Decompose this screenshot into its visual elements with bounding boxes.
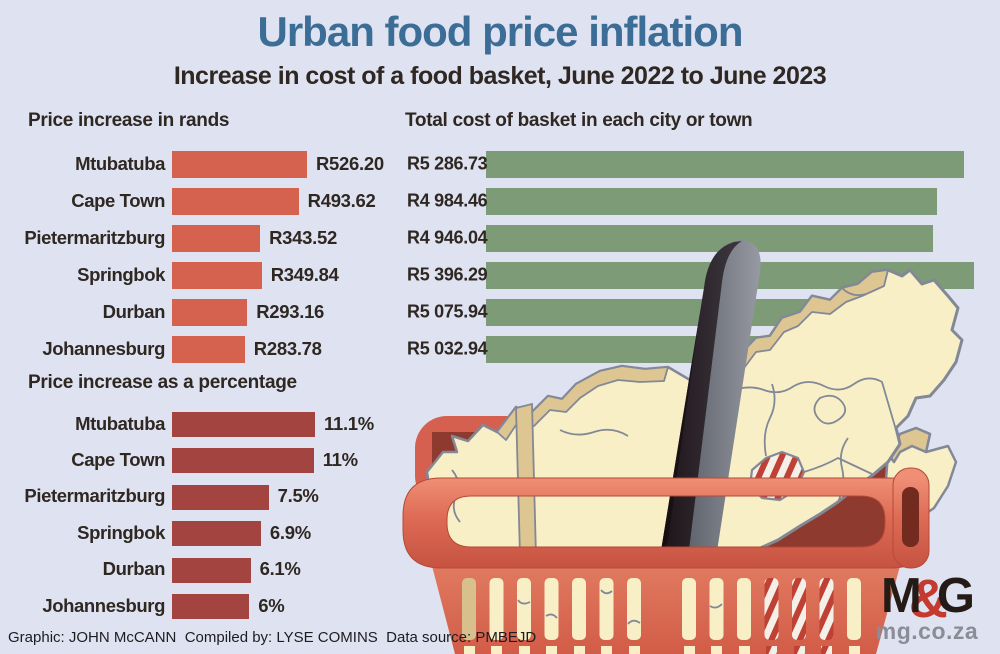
logo-letter-m: M bbox=[881, 568, 922, 623]
value-label: R343.52 bbox=[269, 226, 337, 248]
chart-row: R5 075.94 bbox=[405, 299, 1000, 326]
value-label: 6.9% bbox=[269, 521, 311, 543]
footer-credits: Graphic: JOHN McCANN Compiled by: LYSE C… bbox=[8, 629, 537, 646]
category-label: Durban bbox=[102, 558, 166, 580]
lesotho-striped-region bbox=[748, 450, 806, 502]
chart-row: Durban R293.16 bbox=[18, 299, 438, 326]
bar bbox=[172, 188, 299, 215]
chart-row: Mtubatuba R526.20 bbox=[18, 151, 438, 178]
south-africa-map-fragment-left bbox=[421, 364, 704, 558]
value-label: R283.78 bbox=[253, 337, 322, 359]
mg-logo: M & G mg.co.za bbox=[864, 568, 990, 645]
bar bbox=[172, 299, 248, 326]
value-label: R4 984.46 bbox=[407, 190, 488, 211]
value-label: R5 286.73 bbox=[407, 153, 488, 174]
bar bbox=[172, 484, 269, 510]
value-label: R526.20 bbox=[316, 152, 384, 174]
chart-row: Durban 6.1% bbox=[18, 557, 438, 583]
bar bbox=[172, 412, 315, 437]
mg-wordmark: M & G bbox=[864, 568, 990, 626]
chart-row: R4 984.46 bbox=[405, 188, 1000, 215]
basket-back-rim bbox=[415, 416, 703, 508]
category-label: Cape Town bbox=[71, 449, 165, 471]
basket-front-rim bbox=[402, 477, 930, 569]
chart-row: Pietermaritzburg R343.52 bbox=[18, 225, 438, 252]
bar bbox=[486, 225, 934, 252]
value-label: 11% bbox=[322, 449, 358, 471]
category-label: Mtubatuba bbox=[75, 152, 165, 174]
chart-row: Mtubatuba 11.1% bbox=[18, 412, 438, 437]
value-label: 6% bbox=[258, 594, 285, 616]
chart-row: R5 032.94 bbox=[405, 336, 1000, 363]
chart-row: R5 286.73 bbox=[405, 151, 1000, 178]
bar bbox=[486, 188, 937, 215]
chart-row: Johannesburg 6% bbox=[18, 594, 438, 619]
percent-chart-heading: Price increase as a percentage bbox=[28, 372, 297, 393]
bar bbox=[172, 225, 261, 252]
totals-chart-heading: Total cost of basket in each city or tow… bbox=[405, 110, 753, 131]
chart-row: Springbok R349.84 bbox=[18, 262, 438, 289]
category-label: Springbok bbox=[77, 521, 165, 543]
chart-row: R4 946.04 bbox=[405, 225, 1000, 252]
page-subtitle: Increase in cost of a food basket, June … bbox=[173, 62, 827, 90]
value-label: R5 032.94 bbox=[407, 338, 488, 359]
chart-row: R5 396.29 bbox=[405, 262, 1000, 289]
bar bbox=[172, 521, 261, 547]
value-label: R293.16 bbox=[256, 300, 325, 322]
category-label: Springbok bbox=[77, 263, 165, 285]
bar bbox=[172, 557, 251, 583]
value-label: R4 946.04 bbox=[407, 227, 488, 248]
value-label: 6.1% bbox=[259, 558, 301, 580]
bar bbox=[172, 594, 250, 619]
page-title: Urban food price inflation bbox=[257, 8, 744, 55]
category-label: Cape Town bbox=[71, 189, 165, 211]
category-label: Pietermaritzburg bbox=[24, 485, 165, 507]
category-label: Johannesburg bbox=[42, 594, 165, 616]
bar bbox=[486, 299, 945, 326]
value-label: R5 075.94 bbox=[407, 301, 488, 322]
basket-handle-mount bbox=[892, 467, 930, 569]
category-label: Mtubatuba bbox=[75, 412, 165, 434]
value-label: R493.62 bbox=[307, 189, 376, 211]
chart-row: Pietermaritzburg 7.5% bbox=[18, 484, 438, 510]
chart-row: Springbok 6.9% bbox=[18, 521, 438, 547]
value-label: 11.1% bbox=[324, 412, 374, 434]
category-label: Johannesburg bbox=[42, 337, 165, 359]
logo-ampersand: & bbox=[908, 569, 948, 629]
chart-row: Cape Town R493.62 bbox=[18, 188, 438, 215]
bar bbox=[486, 336, 942, 363]
category-label: Pietermaritzburg bbox=[24, 226, 165, 248]
logo-letter-g: G bbox=[936, 568, 975, 623]
value-label: R349.84 bbox=[270, 263, 339, 285]
category-label: Durban bbox=[102, 300, 166, 322]
bar bbox=[172, 336, 245, 363]
chart-row: Cape Town 11% bbox=[18, 448, 438, 474]
rands-chart-heading: Price increase in rands bbox=[28, 110, 230, 131]
basket-interior-shadow bbox=[432, 432, 888, 548]
value-label: 7.5% bbox=[277, 485, 319, 507]
bar bbox=[486, 262, 974, 289]
bar bbox=[172, 448, 314, 474]
value-label: R5 396.29 bbox=[407, 264, 488, 285]
bar bbox=[172, 151, 307, 178]
bar bbox=[486, 151, 964, 178]
bar bbox=[172, 262, 262, 289]
chart-row: Johannesburg R283.78 bbox=[18, 336, 438, 363]
south-africa-map-fragment-right bbox=[882, 426, 958, 524]
